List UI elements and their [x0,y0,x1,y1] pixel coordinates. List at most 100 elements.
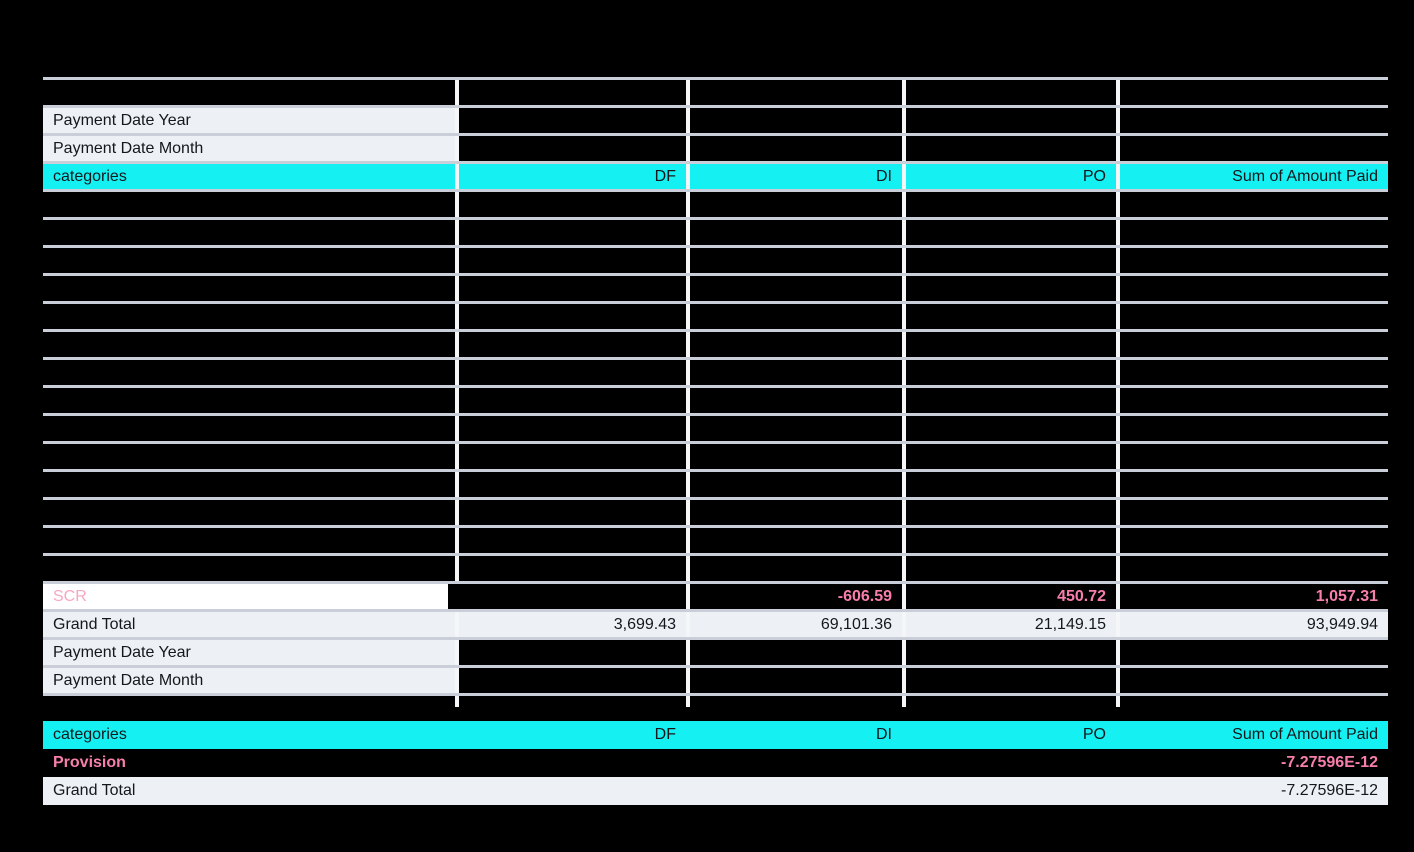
empty-cell[interactable] [43,528,455,553]
empty-cell[interactable] [902,304,1116,329]
header-categories[interactable]: categories [43,721,455,749]
empty-cell[interactable] [1116,80,1388,105]
empty-cell[interactable] [1116,444,1388,469]
empty-cell[interactable] [686,304,902,329]
provision-sum-value[interactable]: -7.27596E-12 [1281,754,1378,771]
empty-cell[interactable] [43,220,455,245]
empty-cell[interactable] [686,248,902,273]
scr-po-value[interactable]: 450.72 [902,584,1116,609]
empty-cell[interactable] [43,248,455,273]
empty-cell[interactable] [43,416,455,441]
empty-cell[interactable] [902,416,1116,441]
empty-cell[interactable] [455,108,686,133]
provision-di-value[interactable] [686,749,902,777]
grand-total-2-sum-value[interactable]: -7.27596E-12 [1116,777,1388,805]
grand-total-2-di-value[interactable] [686,777,902,805]
empty-cell[interactable] [902,640,1116,665]
empty-cell[interactable] [43,304,455,329]
row-label-grand-total[interactable]: Grand Total [43,612,455,637]
empty-cell[interactable] [1116,332,1388,357]
empty-cell[interactable] [1116,276,1388,301]
grand-total-sum-value[interactable]: 93,949.94 [1116,612,1388,637]
empty-cell[interactable] [902,668,1116,693]
empty-cell[interactable] [43,276,455,301]
empty-cell[interactable] [43,80,455,105]
empty-cell[interactable] [902,248,1116,273]
empty-cell[interactable] [902,500,1116,525]
empty-cell[interactable] [902,444,1116,469]
empty-cell[interactable] [1116,556,1388,581]
empty-cell[interactable] [1116,528,1388,553]
empty-cell[interactable] [902,360,1116,385]
empty-cell[interactable] [43,388,455,413]
empty-grid[interactable] [43,189,1388,581]
column-header-di[interactable]: DI [686,164,902,189]
column-header-sum-of-amount-paid[interactable]: Sum of Amount Paid [1116,164,1388,189]
row-label-scr-cell[interactable]: SCR [43,584,455,609]
empty-cell[interactable] [455,500,686,525]
empty-cell[interactable] [455,472,686,497]
empty-cell[interactable] [686,276,902,301]
empty-cell[interactable] [455,556,686,581]
empty-cell[interactable] [455,248,686,273]
filter-label-payment-date-month[interactable]: Payment Date Month [43,668,455,693]
column-header-po[interactable]: PO [902,721,1116,749]
empty-cell[interactable] [686,388,902,413]
empty-cell[interactable] [43,696,455,707]
provision-df-value[interactable] [455,749,686,777]
empty-cell[interactable] [455,668,686,693]
empty-cell[interactable] [902,528,1116,553]
empty-cell[interactable] [1116,108,1388,133]
empty-cell[interactable] [43,332,455,357]
empty-cell[interactable] [455,136,686,161]
empty-cell[interactable] [455,332,686,357]
empty-cell[interactable] [43,360,455,385]
column-header-df[interactable]: DF [455,721,686,749]
empty-cell[interactable] [902,80,1116,105]
grand-total-df-value[interactable]: 3,699.43 [455,612,686,637]
filter-label-payment-date-year[interactable]: Payment Date Year [43,640,455,665]
grand-total-2-df-value[interactable] [455,777,686,805]
empty-cell[interactable] [455,416,686,441]
empty-cell[interactable] [455,80,686,105]
row-label-scr[interactable]: SCR [43,584,448,609]
grand-total-2-po-value[interactable] [902,777,1116,805]
column-header-df[interactable]: DF [455,164,686,189]
empty-cell[interactable] [455,192,686,217]
empty-cell[interactable] [686,640,902,665]
empty-cell[interactable] [455,696,686,707]
provision-po-value[interactable] [902,749,1116,777]
empty-cell[interactable] [686,500,902,525]
empty-cell[interactable] [1116,472,1388,497]
empty-cell[interactable] [686,668,902,693]
empty-cell[interactable] [43,556,455,581]
empty-cell[interactable] [1116,192,1388,217]
empty-cell[interactable] [686,192,902,217]
empty-cell[interactable] [1116,500,1388,525]
empty-cell[interactable] [902,388,1116,413]
empty-cell[interactable] [455,528,686,553]
scr-di-value[interactable]: -606.59 [686,584,902,609]
filter-label-payment-date-year[interactable]: Payment Date Year [43,108,455,133]
empty-cell[interactable] [1116,360,1388,385]
empty-cell[interactable] [455,220,686,245]
empty-cell[interactable] [1116,696,1388,707]
empty-cell[interactable] [455,360,686,385]
empty-cell[interactable] [902,332,1116,357]
empty-cell[interactable] [686,220,902,245]
row-label-provision[interactable]: Provision [53,754,126,771]
empty-cell[interactable] [455,304,686,329]
partial-empty-row[interactable] [43,693,1388,707]
empty-cell[interactable] [686,528,902,553]
empty-cell[interactable] [686,696,902,707]
empty-cell[interactable] [43,472,455,497]
grand-total-di-value[interactable]: 69,101.36 [686,612,902,637]
empty-cell[interactable] [1116,416,1388,441]
empty-cell[interactable] [686,416,902,441]
empty-cell[interactable] [686,332,902,357]
empty-cell[interactable] [1116,388,1388,413]
empty-cell[interactable] [1116,136,1388,161]
empty-cell[interactable] [902,276,1116,301]
empty-cell[interactable] [1116,668,1388,693]
empty-top-row[interactable] [43,77,1388,105]
